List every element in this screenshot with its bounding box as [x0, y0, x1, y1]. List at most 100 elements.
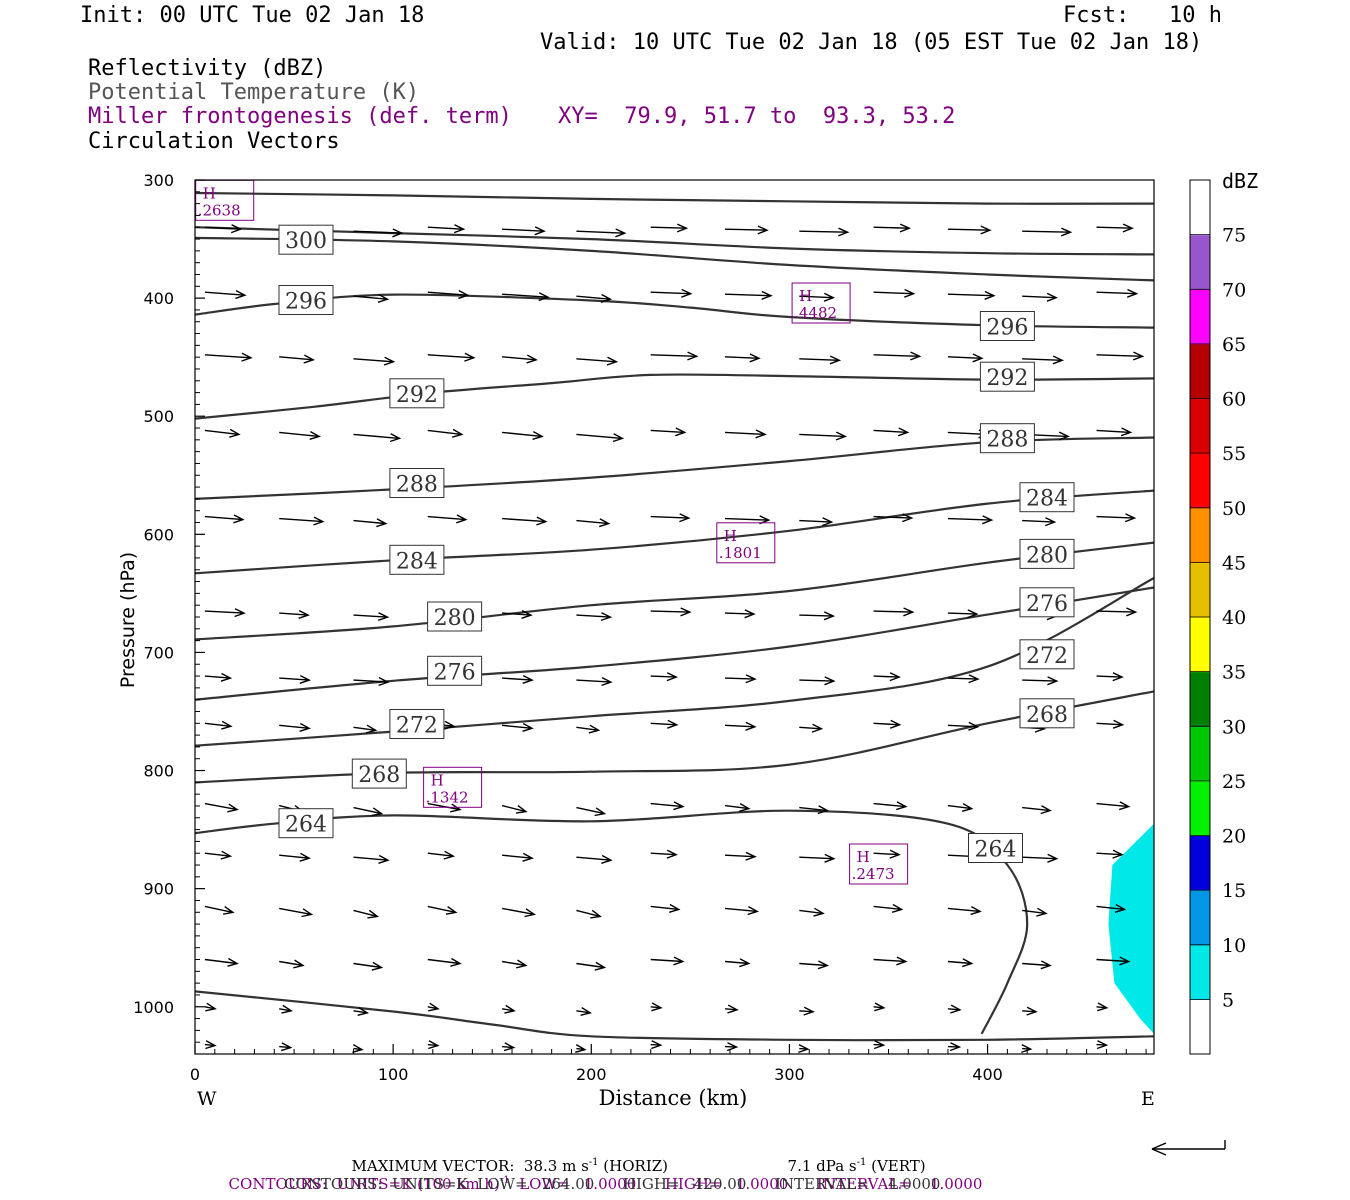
theta-label-box [351, 758, 407, 789]
theta-contour-labels: 300 296 296 292 292 288 288 284 284 280 280 276 276 2… [278, 224, 1075, 863]
circulation-vector [873, 223, 912, 233]
field-circulation-vectors: Circulation Vectors [88, 129, 340, 154]
circulation-vector [1096, 288, 1139, 298]
circulation-vector [1096, 903, 1127, 913]
max-vector-text: MAXIMUM VECTOR: 38.3 m s [351, 1157, 589, 1175]
circulation-vector [353, 356, 396, 366]
circulation-vector [427, 428, 464, 438]
theta-label-292: 292 [986, 366, 1028, 391]
reflectivity-shading [1108, 823, 1154, 1034]
circulation-vector [947, 290, 996, 300]
circulation-vector [353, 676, 390, 687]
theta-label-box [968, 833, 1023, 863]
circulation-vector [1022, 517, 1057, 527]
colorbar-segment [1190, 562, 1210, 618]
dbz-colorbar: 5 10 15 20 25 30 35 40 45 50 55 60 65 70 75 [1189, 179, 1246, 1055]
circulation-vector [724, 802, 751, 812]
circulation-vector [1096, 513, 1137, 523]
circulation-vector [204, 905, 235, 915]
circulation-vector [799, 355, 842, 365]
circulation-vector [352, 1043, 364, 1053]
circulation-vector [575, 1043, 587, 1053]
circulation-vector [947, 353, 984, 363]
y-tick-label: 600 [143, 525, 174, 544]
circulation-vector [502, 609, 533, 619]
circulation-vector [1022, 676, 1059, 686]
circulation-vector [427, 802, 462, 813]
theta-label-296: 296 [285, 290, 327, 315]
circulation-vector [353, 518, 388, 528]
theta-label-296: 296 [986, 316, 1028, 341]
fronto-max-label: H [724, 527, 737, 545]
y-tick-label: 700 [143, 643, 174, 662]
circulation-vector [799, 805, 830, 815]
colorbar-label: 40 [1222, 607, 1246, 629]
west-label: W [197, 1088, 217, 1110]
circulation-vector [947, 1004, 962, 1014]
cross-section-coordinates: XY= 79.9, 51.7 to 93.3, 53.2 [558, 104, 956, 129]
colorbar-label: 15 [1222, 880, 1246, 902]
circulation-vectors [204, 223, 1145, 1054]
circulation-vector [204, 1002, 217, 1012]
vert-vector-vert: (VERT) [866, 1157, 926, 1175]
colorbar-segment [1190, 890, 1210, 946]
circulation-vector [724, 1004, 739, 1014]
circulation-vector [873, 956, 908, 966]
circulation-vector [724, 225, 769, 235]
theta-label-box [979, 361, 1035, 392]
circulation-vector [799, 853, 836, 863]
colorbar-segment [1190, 999, 1210, 1055]
circulation-vector [576, 676, 613, 687]
colorbar-segment [1190, 835, 1210, 891]
circulation-vector [353, 293, 390, 303]
circulation-vector [353, 854, 390, 864]
circulation-vector [279, 959, 305, 969]
colorbar-segment [1190, 671, 1210, 727]
colorbar-label: 10 [1222, 935, 1246, 957]
theta-label-272: 272 [396, 714, 438, 739]
circulation-vector [650, 719, 679, 729]
circulation-vector [724, 429, 767, 439]
vert-vector-exp: -1 [856, 1157, 867, 1168]
circulation-vector [576, 356, 619, 366]
circulation-vector [724, 905, 759, 916]
fronto-max-value: .2473 [852, 865, 895, 883]
theta-contour-272 [194, 577, 1155, 747]
circulation-vector [279, 354, 315, 364]
circulation-vector [204, 514, 245, 524]
circulation-vector [1096, 1002, 1109, 1012]
reflectivity-area [1108, 823, 1154, 1034]
circulation-vector [1096, 801, 1131, 811]
theta-label-box [389, 544, 445, 575]
circulation-vector [353, 961, 384, 971]
theta-contour-268 [194, 690, 1155, 784]
circulation-vector [873, 849, 901, 859]
theta-contour-284 [194, 489, 1155, 575]
circulation-vector [427, 905, 458, 915]
circulation-vector [799, 723, 824, 733]
circulation-vector [279, 1004, 293, 1014]
circulation-vector [1022, 960, 1053, 970]
theta-label-264: 264 [285, 813, 327, 838]
circulation-vector [502, 722, 534, 732]
max-vector-horiz: (HORIZ) [598, 1157, 669, 1175]
circulation-vector [427, 352, 476, 362]
circulation-vector [427, 850, 456, 860]
circulation-vector [353, 1007, 370, 1016]
circulation-vector [1096, 351, 1145, 361]
circulation-vector [947, 225, 992, 235]
y-tick-label: 1000 [133, 998, 174, 1017]
circulation-vector [650, 1040, 663, 1050]
y-tick-label: 400 [143, 289, 174, 308]
circulation-vector [650, 1002, 663, 1012]
circulation-vector [576, 806, 607, 817]
circulation-vector [1096, 607, 1138, 617]
colorbar-segment [1190, 617, 1210, 673]
circulation-vector [873, 513, 914, 523]
circulation-vector [947, 515, 994, 525]
colorbar-segment [1190, 180, 1210, 236]
theta-label-300: 300 [285, 229, 327, 254]
circulation-vector [1096, 1040, 1109, 1050]
circulation-vector [799, 292, 836, 302]
